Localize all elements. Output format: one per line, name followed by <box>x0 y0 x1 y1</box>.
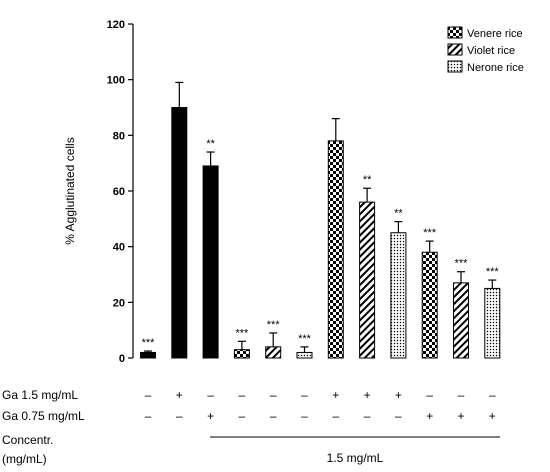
y-tick-label: 80 <box>113 130 125 142</box>
bar <box>421 251 438 359</box>
legend-swatch <box>447 43 463 56</box>
significance-label: *** <box>455 258 469 270</box>
significance-label: ** <box>206 138 215 150</box>
ga15-row-value: – <box>489 388 496 402</box>
y-tick-label: 120 <box>107 19 125 31</box>
legend-label: Violet rice <box>467 45 515 57</box>
ga075-row-value: – <box>176 409 183 423</box>
ga15-row-value: + <box>176 388 183 402</box>
significance-label: *** <box>298 333 312 345</box>
bar <box>296 351 313 359</box>
ga15-row-value: – <box>145 388 152 402</box>
treatment-rows: Ga 1.5 mg/mL Ga 0.75 mg/mL Concentr. (mg… <box>2 388 500 466</box>
ga15-row-value: – <box>426 388 433 402</box>
legend: Venere rice Violet rice Nerone rice <box>447 26 524 74</box>
y-tick-label: 40 <box>113 242 125 254</box>
ga075-row-value: – <box>270 409 277 423</box>
ga15-row-value: – <box>239 388 246 402</box>
bar <box>453 282 469 359</box>
y-tick-label: 20 <box>113 297 125 309</box>
significance-label: *** <box>486 266 500 278</box>
ga15-row-label: Ga 1.5 mg/mL <box>2 388 78 402</box>
significance-label: *** <box>142 337 156 349</box>
concentr-label: Concentr. <box>2 433 53 447</box>
bar <box>265 346 282 359</box>
concentr-value-label: 1.5 mg/mL <box>327 451 384 465</box>
significance-label: ** <box>363 174 372 186</box>
bar <box>359 201 376 359</box>
ga075-row-value: – <box>395 409 402 423</box>
ga075-row-value: – <box>364 409 371 423</box>
significance-label: *** <box>235 327 249 339</box>
ga075-row-value: – <box>332 409 339 423</box>
concentr-unit-label: (mg/mL) <box>2 452 47 466</box>
ga15-row-value: + <box>364 388 371 402</box>
ga075-row-value: + <box>457 409 464 423</box>
bar <box>484 287 501 359</box>
significance-label: *** <box>267 319 281 331</box>
ga15-row-value: – <box>458 388 465 402</box>
y-axis-label: % Agglutinated cells <box>63 137 77 244</box>
ga075-row-label: Ga 0.75 mg/mL <box>2 409 85 423</box>
significance-label: ** <box>394 208 403 220</box>
legend-label: Nerone rice <box>467 62 524 74</box>
bar <box>202 165 219 359</box>
significance-label: *** <box>423 227 437 239</box>
bar <box>233 349 250 359</box>
ga15-row-value: + <box>332 388 339 402</box>
bar <box>390 232 407 359</box>
legend-swatch <box>447 26 463 39</box>
legend-label: Venere rice <box>467 28 523 40</box>
bar <box>327 140 344 359</box>
ga15-row-value: – <box>301 388 308 402</box>
y-tick-label: 100 <box>107 75 125 87</box>
bars-group: *************************** <box>140 81 501 359</box>
y-axis-ticks: 0 20 40 60 80 100 120 <box>107 19 133 365</box>
ga15-row-value: – <box>270 388 277 402</box>
ga075-row-value: + <box>489 409 496 423</box>
ga075-row-value: – <box>301 409 308 423</box>
legend-swatch <box>447 60 463 73</box>
bar <box>140 351 156 359</box>
ga15-row-value: + <box>395 388 402 402</box>
ga075-row-value: + <box>426 409 433 423</box>
y-tick-label: 60 <box>113 186 125 198</box>
ga075-row-value: – <box>239 409 246 423</box>
ga075-row-value: – <box>145 409 152 423</box>
ga075-row-value: + <box>207 409 214 423</box>
bar <box>171 107 188 359</box>
y-tick-label: 0 <box>119 353 125 365</box>
ga15-row-value: – <box>207 388 214 402</box>
